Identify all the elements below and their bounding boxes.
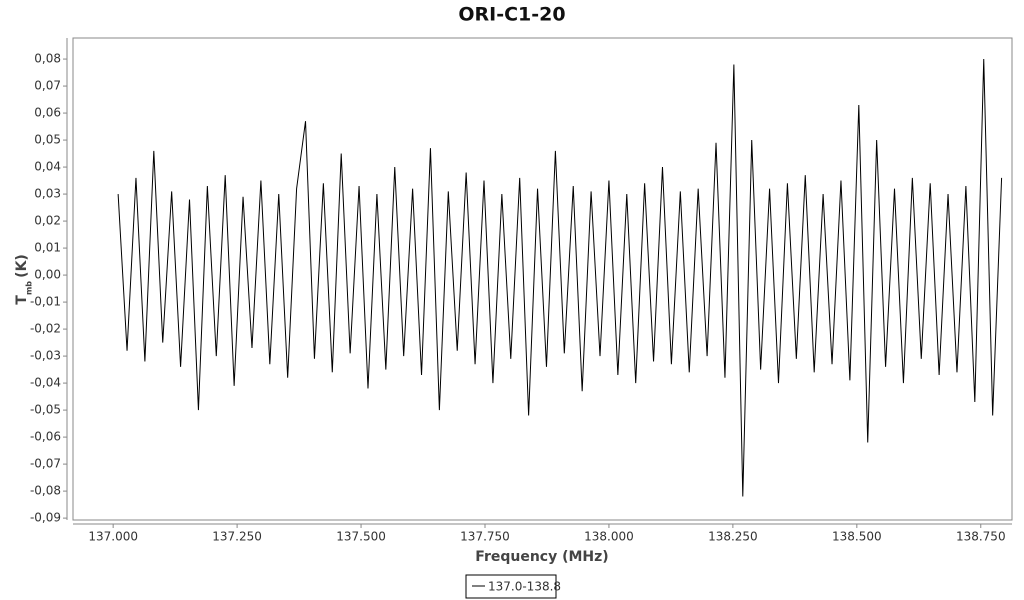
y-tick-label: -0,09 [30, 511, 61, 525]
y-tick-label: 0,07 [34, 79, 61, 93]
y-tick-label: 0,08 [34, 52, 61, 66]
y-tick-label: 0,03 [34, 187, 61, 201]
y-tick-label: 0,00 [34, 268, 61, 282]
x-tick-label: 138.250 [708, 530, 758, 544]
legend-label: 137.0-138.8 [488, 580, 561, 594]
y-tick-label: 0,06 [34, 106, 61, 120]
y-tick-label: -0,02 [30, 322, 61, 336]
y-label-sub: mb [25, 281, 34, 295]
y-axis-label: T mb (K) [14, 254, 34, 305]
x-tick-label: 137.000 [88, 530, 138, 544]
x-tick-label: 138.500 [832, 530, 882, 544]
y-tick-label: -0,05 [30, 403, 61, 417]
y-tick-label: -0,08 [30, 484, 61, 498]
y-tick-label: -0,04 [30, 376, 61, 390]
x-axis-label: Frequency (MHz) [475, 549, 608, 565]
x-tick-label: 137.750 [460, 530, 510, 544]
chart-title: ORI-C1-20 [458, 4, 565, 26]
y-tick-label: -0,07 [30, 457, 61, 471]
y-label-unit: (K) [14, 254, 30, 278]
x-tick-label: 138.000 [584, 530, 634, 544]
y-tick-label: -0,03 [30, 349, 61, 363]
x-tick-label: 137.500 [336, 530, 386, 544]
y-tick-label: 0,01 [34, 241, 61, 255]
legend: 137.0-138.8 [465, 574, 561, 599]
y-tick-label: -0,06 [30, 430, 61, 444]
y-tick-label: 0,02 [34, 214, 61, 228]
x-tick-label: 137.250 [212, 530, 262, 544]
legend-box [465, 574, 557, 599]
series-line [117, 59, 1003, 497]
y-label-main: T [14, 295, 30, 305]
y-tick-label: 0,04 [34, 160, 61, 174]
y-tick-label: -0,01 [30, 295, 61, 309]
y-tick-label: 0,05 [34, 133, 61, 147]
x-tick-label: 138.750 [956, 530, 1006, 544]
plot-frame [72, 37, 1013, 521]
